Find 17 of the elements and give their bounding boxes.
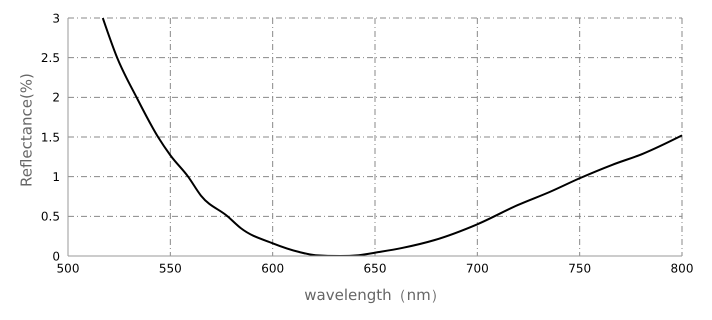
y-tick-label: 1.5 [40,130,60,144]
y-tick-label: 2.5 [40,50,60,65]
y-tick-label: 3 [52,11,60,26]
x-tick-label: 500 [56,262,80,276]
y-tick-label: 1 [52,170,60,184]
x-tick-label: 600 [261,262,284,276]
x-tick-label: 650 [364,262,386,276]
line-series [102,18,682,256]
x-tick-label: 750 [568,262,592,276]
y-tick-label: 0 [52,249,60,264]
y-tick-label: 0.5 [40,210,60,224]
x-tick-label: 700 [466,262,489,276]
y-tick-label: 2 [52,90,60,105]
y-axis-title: Reflectance(%) [17,73,36,187]
x-tick-label: 550 [158,262,182,276]
x-axis-title: wavelength（nm） [304,286,446,304]
x-tick-label: 800 [670,262,694,276]
